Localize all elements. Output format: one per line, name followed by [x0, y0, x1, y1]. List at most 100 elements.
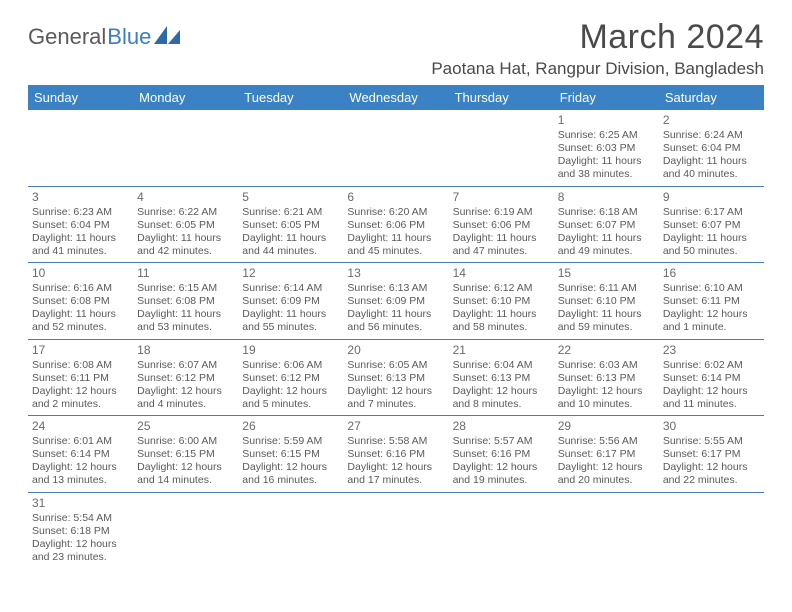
- cell-line: Daylight: 11 hours: [453, 308, 550, 321]
- calendar-row: 31Sunrise: 5:54 AMSunset: 6:18 PMDayligh…: [28, 492, 764, 568]
- cell-line: and 40 minutes.: [663, 168, 760, 181]
- cell-line: Sunrise: 6:11 AM: [558, 282, 655, 295]
- day-number: 29: [558, 419, 655, 434]
- cell-line: Sunrise: 6:04 AM: [453, 359, 550, 372]
- cell-line: Sunset: 6:10 PM: [558, 295, 655, 308]
- calendar-cell: 25Sunrise: 6:00 AMSunset: 6:15 PMDayligh…: [133, 416, 238, 493]
- calendar-cell: 24Sunrise: 6:01 AMSunset: 6:14 PMDayligh…: [28, 416, 133, 493]
- cell-line: Sunrise: 6:10 AM: [663, 282, 760, 295]
- cell-line: Sunset: 6:17 PM: [558, 448, 655, 461]
- cell-line: and 58 minutes.: [453, 321, 550, 334]
- cell-line: Daylight: 11 hours: [137, 308, 234, 321]
- calendar-row: 1Sunrise: 6:25 AMSunset: 6:03 PM Daylight…: [28, 110, 764, 186]
- calendar-cell: 21Sunrise: 6:04 AMSunset: 6:13 PMDayligh…: [449, 339, 554, 416]
- cell-line: Sunrise: 6:16 AM: [32, 282, 129, 295]
- calendar-cell-empty: [238, 110, 343, 186]
- cell-line: and 59 minutes.: [558, 321, 655, 334]
- cell-line: Sunrise: 6:06 AM: [242, 359, 339, 372]
- cell-line: Sunset: 6:09 PM: [242, 295, 339, 308]
- day-header-row: SundayMondayTuesdayWednesdayThursdayFrid…: [28, 85, 764, 110]
- cell-line: Sunset: 6:05 PM: [137, 219, 234, 232]
- cell-line: Sunset: 6:07 PM: [558, 219, 655, 232]
- cell-line: Sunrise: 6:14 AM: [242, 282, 339, 295]
- cell-line: Daylight: 12 hours: [347, 461, 444, 474]
- cell-line: and 5 minutes.: [242, 398, 339, 411]
- calendar-cell: 13Sunrise: 6:13 AMSunset: 6:09 PMDayligh…: [343, 263, 448, 340]
- cell-line: Sunrise: 6:07 AM: [137, 359, 234, 372]
- cell-line: Sunset: 6:14 PM: [663, 372, 760, 385]
- cell-line: Sunset: 6:12 PM: [242, 372, 339, 385]
- calendar-cell: 6Sunrise: 6:20 AMSunset: 6:06 PMDaylight…: [343, 186, 448, 263]
- day-number: 27: [347, 419, 444, 434]
- calendar-cell: 3Sunrise: 6:23 AMSunset: 6:04 PMDaylight…: [28, 186, 133, 263]
- cell-line: Sunset: 6:11 PM: [32, 372, 129, 385]
- day-number: 15: [558, 266, 655, 281]
- calendar-cell: 19Sunrise: 6:06 AMSunset: 6:12 PMDayligh…: [238, 339, 343, 416]
- calendar-cell: 11Sunrise: 6:15 AMSunset: 6:08 PMDayligh…: [133, 263, 238, 340]
- day-number: 30: [663, 419, 760, 434]
- calendar-cell-empty: [343, 492, 448, 568]
- cell-line: Sunset: 6:06 PM: [453, 219, 550, 232]
- cell-line: Daylight: 11 hours: [663, 232, 760, 245]
- cell-line: Sunrise: 6:25 AM: [558, 129, 655, 142]
- cell-line: and 23 minutes.: [32, 551, 129, 564]
- calendar-cell: 16Sunrise: 6:10 AMSunset: 6:11 PMDayligh…: [659, 263, 764, 340]
- cell-line: Sunrise: 6:00 AM: [137, 435, 234, 448]
- cell-line: Daylight: 12 hours: [453, 385, 550, 398]
- day-number: 25: [137, 419, 234, 434]
- cell-line: Sunset: 6:10 PM: [453, 295, 550, 308]
- cell-line: and 47 minutes.: [453, 245, 550, 258]
- cell-line: Sunrise: 6:24 AM: [663, 129, 760, 142]
- cell-line: Daylight: 12 hours: [32, 385, 129, 398]
- cell-line: Daylight: 11 hours: [558, 232, 655, 245]
- day-number: 10: [32, 266, 129, 281]
- calendar-cell: 14Sunrise: 6:12 AMSunset: 6:10 PMDayligh…: [449, 263, 554, 340]
- header: GeneralBlue March 2024 Paotana Hat, Rang…: [28, 18, 764, 79]
- cell-line: Sunrise: 6:18 AM: [558, 206, 655, 219]
- day-header: Monday: [133, 85, 238, 110]
- cell-line: Daylight: 11 hours: [347, 308, 444, 321]
- day-header: Tuesday: [238, 85, 343, 110]
- day-number: 7: [453, 190, 550, 205]
- cell-line: Sunrise: 6:21 AM: [242, 206, 339, 219]
- cell-line: Sunset: 6:16 PM: [453, 448, 550, 461]
- calendar-cell-empty: [449, 110, 554, 186]
- cell-line: Daylight: 11 hours: [242, 232, 339, 245]
- day-number: 1: [558, 113, 655, 128]
- calendar-cell: 18Sunrise: 6:07 AMSunset: 6:12 PMDayligh…: [133, 339, 238, 416]
- calendar-cell: 5Sunrise: 6:21 AMSunset: 6:05 PMDaylight…: [238, 186, 343, 263]
- cell-line: Sunrise: 6:22 AM: [137, 206, 234, 219]
- cell-line: Daylight: 11 hours: [558, 308, 655, 321]
- calendar-cell-empty: [449, 492, 554, 568]
- cell-line: Daylight: 12 hours: [242, 461, 339, 474]
- calendar-table: SundayMondayTuesdayWednesdayThursdayFrid…: [28, 85, 764, 568]
- cell-line: Sunrise: 6:01 AM: [32, 435, 129, 448]
- cell-line: Sunset: 6:03 PM: [558, 142, 655, 155]
- day-number: 6: [347, 190, 444, 205]
- day-number: 8: [558, 190, 655, 205]
- day-number: 2: [663, 113, 760, 128]
- day-number: 22: [558, 343, 655, 358]
- calendar-cell: 7Sunrise: 6:19 AMSunset: 6:06 PMDaylight…: [449, 186, 554, 263]
- calendar-cell: 12Sunrise: 6:14 AMSunset: 6:09 PMDayligh…: [238, 263, 343, 340]
- calendar-cell-empty: [133, 110, 238, 186]
- cell-line: and 50 minutes.: [663, 245, 760, 258]
- cell-line: and 2 minutes.: [32, 398, 129, 411]
- day-header: Friday: [554, 85, 659, 110]
- cell-line: and 20 minutes.: [558, 474, 655, 487]
- day-number: 18: [137, 343, 234, 358]
- cell-line: and 14 minutes.: [137, 474, 234, 487]
- calendar-cell: 30Sunrise: 5:55 AMSunset: 6:17 PMDayligh…: [659, 416, 764, 493]
- day-number: 4: [137, 190, 234, 205]
- calendar-row: 24Sunrise: 6:01 AMSunset: 6:14 PMDayligh…: [28, 416, 764, 493]
- cell-line: Sunrise: 5:59 AM: [242, 435, 339, 448]
- day-header: Saturday: [659, 85, 764, 110]
- cell-line: and 16 minutes.: [242, 474, 339, 487]
- cell-line: Daylight: 12 hours: [558, 385, 655, 398]
- cell-line: Daylight: 12 hours: [137, 385, 234, 398]
- calendar-cell-empty: [659, 492, 764, 568]
- cell-line: Daylight: 11 hours: [663, 155, 760, 168]
- cell-line: Sunset: 6:13 PM: [453, 372, 550, 385]
- calendar-cell: 9Sunrise: 6:17 AMSunset: 6:07 PMDaylight…: [659, 186, 764, 263]
- cell-line: Sunset: 6:14 PM: [32, 448, 129, 461]
